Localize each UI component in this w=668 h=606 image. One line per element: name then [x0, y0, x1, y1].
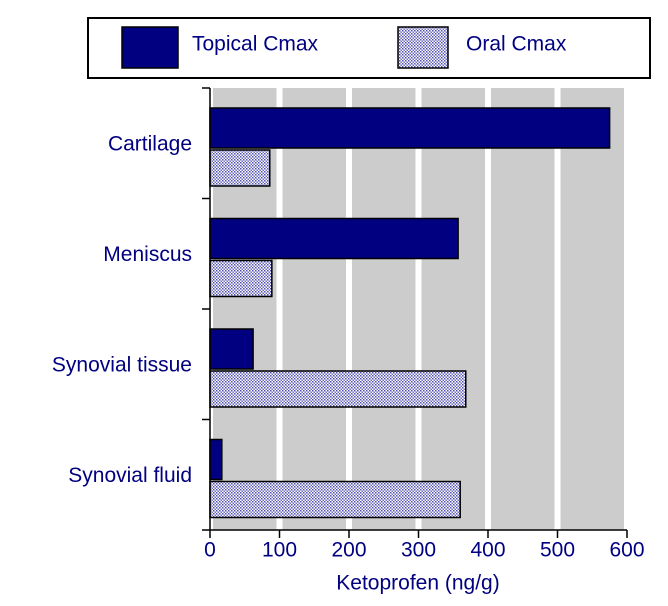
bar — [209, 217, 459, 260]
x-tick-label: 300 — [401, 539, 436, 562]
x-tick-label: 0 — [204, 539, 216, 562]
bar — [209, 328, 254, 370]
x-axis-label: Ketoprofen (ng/g) — [336, 572, 499, 595]
y-tick-label: Meniscus — [103, 243, 192, 266]
legend-label: Topical Cmax — [192, 33, 319, 56]
bar — [209, 149, 271, 187]
x-tick-label: 100 — [262, 539, 297, 562]
bar — [209, 259, 273, 298]
legend-swatch — [397, 26, 449, 69]
x-tick-label: 500 — [540, 539, 575, 562]
x-tick-label: 400 — [470, 539, 505, 562]
legend-box — [87, 17, 651, 79]
y-tick-label: Synovial tissue — [52, 354, 192, 377]
y-tick-label: Synovial fluid — [68, 464, 192, 487]
legend-label: Oral Cmax — [466, 33, 567, 56]
x-tick-label: 600 — [609, 539, 644, 562]
bar — [209, 480, 461, 519]
x-tick-label: 200 — [331, 539, 366, 562]
legend-swatch — [121, 26, 179, 69]
bar — [209, 107, 611, 149]
y-tick-label: Cartilage — [108, 133, 192, 156]
bar — [209, 370, 467, 408]
bar — [209, 438, 223, 481]
